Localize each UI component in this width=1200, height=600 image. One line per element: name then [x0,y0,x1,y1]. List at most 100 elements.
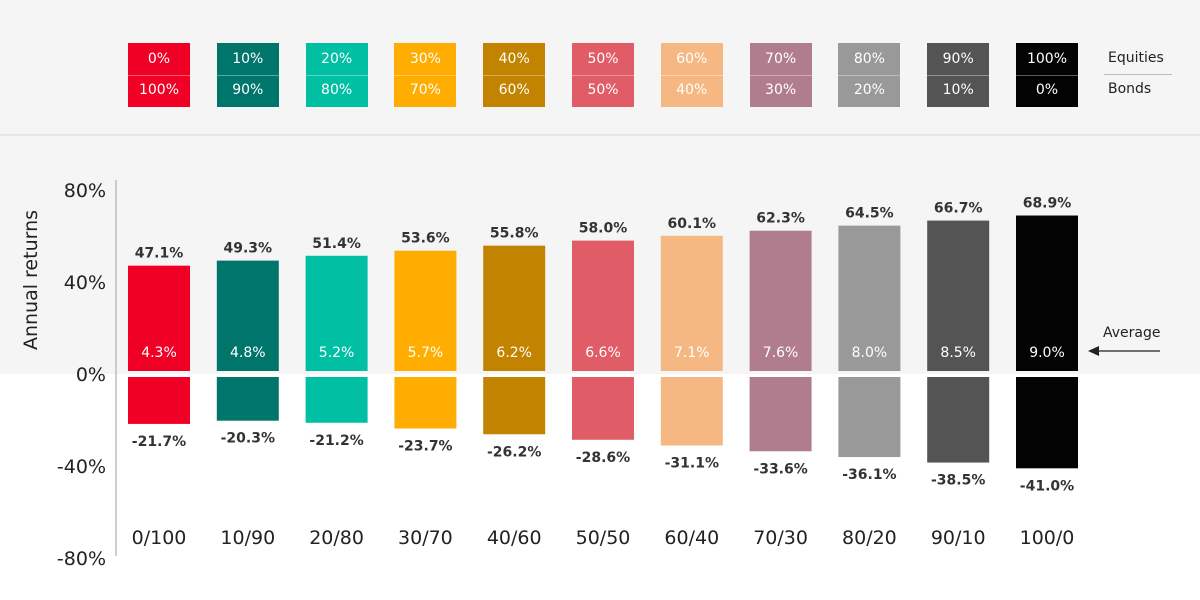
legend-swatch-divider [128,75,190,76]
average-label: 9.0% [1029,345,1065,361]
bar-label-negative: -36.1% [842,467,896,483]
legend-equities-value: 100% [1026,51,1068,67]
bar-label-negative: -28.6% [576,450,630,466]
average-label: 5.7% [408,345,444,361]
y-axis-title: Annual returns [20,210,42,350]
legend-equities-value: 10% [232,51,264,67]
legend-bonds-value: 90% [232,82,264,98]
legend-swatch-divider [749,75,812,76]
average-label: 4.8% [230,345,266,361]
average-label: 5.2% [319,345,355,361]
bar-positive [305,255,368,371]
legend-swatch-divider [216,75,279,76]
bar-label-negative: -38.5% [931,473,985,489]
x-tick-label: 0/100 [132,527,187,549]
legend-swatch: 10% 90% [216,43,279,107]
legend-bonds-value: 70% [409,82,441,98]
legend-swatch-divider [660,75,723,76]
legend-swatch: 50% 50% [572,43,634,107]
bar-label-negative: -20.3% [221,431,275,447]
legend-equities-value: 40% [498,51,530,67]
bar-label-positive: 47.1% [135,246,184,262]
legend-swatch-divider [572,75,634,76]
x-tick-label: 70/30 [753,527,808,549]
bar-negative [749,377,812,452]
average-label: 6.6% [585,345,621,361]
legend-bonds-value: 40% [676,82,708,98]
x-tick-label: 100/0 [1020,527,1075,549]
legend-swatch-divider [1016,75,1078,76]
legend-divider [1104,74,1172,75]
y-tick-label: 0% [76,364,106,386]
bar-label-positive: 68.9% [1023,196,1072,212]
average-label: 8.0% [852,345,888,361]
x-tick-label: 10/90 [220,527,275,549]
bar-negative [660,377,723,446]
legend-swatch-divider [305,75,368,76]
legend-bonds-value: 20% [853,82,885,98]
bar-negative [927,377,990,463]
average-label: 7.1% [674,345,710,361]
bar-label-negative: -31.1% [665,456,719,472]
legend-swatch: 90% 10% [927,43,990,107]
y-tick-label: 80% [64,180,106,202]
average-annotation: Average [1103,325,1161,341]
x-tick-label: 40/60 [487,527,542,549]
legend-bonds-value: 80% [321,82,353,98]
legend-equities-value: 60% [676,51,708,67]
bar-positive [1016,215,1078,371]
bar-label-negative: -33.6% [753,461,807,477]
legend-bonds-value: 30% [765,82,797,98]
bar-positive [749,230,812,371]
legend-bonds-value: 10% [942,82,974,98]
bar-label-negative: -26.2% [487,444,541,460]
legend-swatch-divider [927,75,990,76]
legend-equities-value: 80% [853,51,885,67]
bar-positive [572,240,634,371]
average-label: 8.5% [940,345,976,361]
bar-label-positive: 66.7% [934,201,983,217]
x-tick-label: 80/20 [842,527,897,549]
bar-label-positive: 51.4% [312,236,361,252]
bar-positive [660,235,723,371]
legend-swatch: 70% 30% [749,43,812,107]
bar-label-positive: 60.1% [668,216,717,232]
x-tick-label: 20/80 [309,527,364,549]
x-tick-label: 30/70 [398,527,453,549]
average-label: 6.2% [496,345,532,361]
bar-label-negative: -21.2% [309,433,363,449]
bar-negative [394,377,457,429]
legend-bonds-value: 50% [587,82,619,98]
bar-positive [216,260,279,371]
x-tick-label: 60/40 [664,527,719,549]
legend-bonds-value: 100% [138,82,180,98]
legend-equities-value: 30% [409,51,441,67]
equities-label: Equities [1108,50,1164,66]
legend-swatch: 0% 100% [128,43,190,107]
legend-swatch-divider [838,75,901,76]
legend-swatch-divider [394,75,457,76]
bar-label-negative: -21.7% [132,434,186,450]
bar-positive [394,250,457,371]
bar-label-positive: 55.8% [490,226,539,242]
x-tick-label: 50/50 [576,527,631,549]
y-tick-label: 40% [64,272,106,294]
bar-negative [572,377,634,440]
legend-swatch: 40% 60% [483,43,546,107]
bar-positive [838,225,901,371]
average-arrow-head [1088,346,1099,356]
average-label: 7.6% [763,345,799,361]
bar-label-positive: 64.5% [845,206,894,222]
bar-label-positive: 58.0% [579,221,628,237]
bar-label-negative: -23.7% [398,439,452,455]
average-label: 4.3% [141,345,177,361]
bar-negative [305,377,368,423]
bar-negative [483,377,546,435]
legend-swatch: 30% 70% [394,43,457,107]
legend-swatch: 60% 40% [660,43,723,107]
x-tick-label: 90/10 [931,527,986,549]
bar-positive [483,245,546,371]
legend-swatch: 80% 20% [838,43,901,107]
legend-equities-value: 20% [321,51,353,67]
bonds-label: Bonds [1108,81,1152,97]
